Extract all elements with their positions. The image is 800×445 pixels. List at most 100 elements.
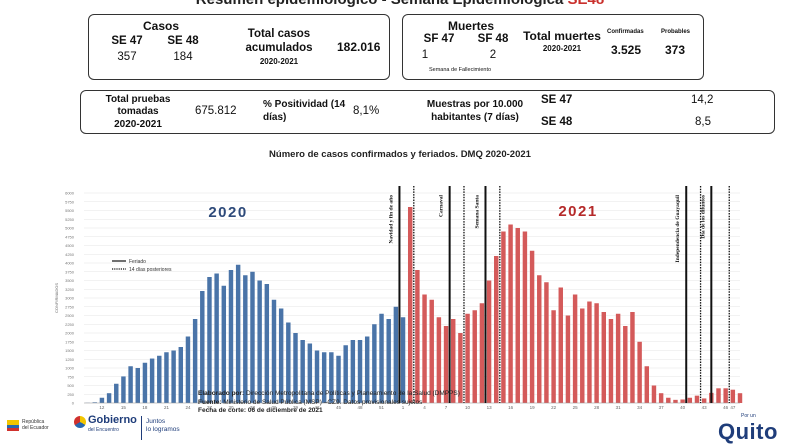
deaths-total-period: 2020-2021 <box>542 44 582 53</box>
x-tick-label: 42 <box>314 405 320 410</box>
bar <box>243 275 248 403</box>
x-tick-label: 27 <box>207 405 213 410</box>
x-tick-label: 28 <box>594 405 600 410</box>
samples-label: Muestras por 10.000 habitantes (7 días) <box>426 99 524 123</box>
bar <box>680 399 685 403</box>
bar <box>458 333 463 403</box>
gobierno-slogan: Juntos lo logramos <box>146 418 180 434</box>
cases-week-label: SE 48 <box>167 35 199 47</box>
samples-week-value: 8,5 <box>695 116 711 128</box>
bar <box>529 250 535 403</box>
bar <box>558 287 563 403</box>
bar <box>314 350 320 403</box>
tests-total-value: 675.812 <box>195 105 237 117</box>
bar <box>436 317 442 403</box>
gobierno-slogan-line2: lo logramos <box>146 426 180 433</box>
cases-week-label: SE 47 <box>111 35 143 47</box>
ecuador-line1: República <box>22 419 45 425</box>
y-tick-label: 250 <box>67 392 74 397</box>
bar <box>200 291 205 403</box>
y-tick-label: 1750 <box>65 339 75 344</box>
y-tick-label: 5500 <box>65 208 75 213</box>
bar <box>494 256 499 403</box>
x-tick-label: 12 <box>99 405 105 410</box>
deaths-card: Muertes SF 47 1 SF 48 2 Semana de Fallec… <box>402 14 704 80</box>
bar <box>601 312 607 403</box>
bar <box>400 317 406 403</box>
bar <box>608 319 614 403</box>
holiday-label: Día de los difuntos <box>700 195 706 239</box>
bar <box>192 319 198 403</box>
deaths-total-label: Total muertes <box>523 29 601 43</box>
bar <box>149 358 155 403</box>
bar <box>651 385 657 403</box>
bar <box>99 397 105 403</box>
y-tick-label: 5750 <box>65 199 75 204</box>
year-label-2021: 2021 <box>558 203 597 220</box>
footer-fuente-label: Fuente: <box>198 398 222 406</box>
y-tick-label: 1500 <box>65 348 75 353</box>
gobierno-emblem-icon <box>74 416 86 428</box>
bar <box>637 341 642 403</box>
footer-fecha: 06 de diciembre de 2021 <box>247 407 323 414</box>
bar <box>185 336 191 403</box>
deaths-week-label: SF 48 <box>477 33 509 45</box>
bar <box>716 388 721 403</box>
bar <box>271 299 277 403</box>
bar <box>407 207 413 403</box>
gobierno-divider <box>141 416 142 440</box>
x-tick-label: 43 <box>702 405 708 410</box>
bar <box>644 366 650 403</box>
y-tick-label: 750 <box>67 374 74 379</box>
page-title-text: Resumen epidemiológico - Semana Epidemio… <box>196 0 564 8</box>
bar <box>257 280 262 403</box>
bar <box>537 275 542 403</box>
y-tick-label: 500 <box>67 383 74 388</box>
bar <box>114 383 119 403</box>
bar <box>658 393 664 403</box>
bar <box>465 313 470 403</box>
bar <box>106 393 112 403</box>
bar <box>630 312 635 403</box>
y-tick-label: 4000 <box>65 261 75 266</box>
x-tick-label: 34 <box>637 405 643 410</box>
x-tick-label: 31 <box>616 405 622 410</box>
x-tick-label: 37 <box>659 405 665 410</box>
bar <box>443 326 449 403</box>
bar <box>544 282 549 403</box>
gobierno-name: Gobierno <box>88 414 137 426</box>
cases-total-period: 2020-2021 <box>259 57 299 66</box>
y-tick-label: 2500 <box>65 313 75 318</box>
bar <box>673 399 678 403</box>
positivity-value: 8,1% <box>353 105 380 117</box>
quito-pre: Por un <box>741 413 756 419</box>
bar <box>307 343 313 403</box>
deaths-week-label: SF 47 <box>423 33 455 45</box>
gobierno-slogan-line1: Juntos <box>146 418 166 425</box>
x-tick-label: 30 <box>228 405 234 410</box>
x-tick-label: 48 <box>358 405 364 410</box>
bar <box>701 398 707 403</box>
bar <box>121 376 126 403</box>
footer-source: Elaborado por: Dirección Metropolitana d… <box>198 390 460 416</box>
positivity-label: % Positividad (14 días) <box>263 99 346 123</box>
year-label-2020: 2020 <box>208 204 247 221</box>
bar <box>343 345 348 403</box>
bar <box>300 340 305 403</box>
quito-logo: Quito <box>718 419 778 444</box>
bar <box>737 393 743 403</box>
bar <box>171 350 176 403</box>
bar <box>228 270 234 403</box>
y-tick-label: 3250 <box>65 287 75 292</box>
bar <box>429 299 434 403</box>
x-tick-label: 40 <box>680 405 686 410</box>
x-tick-label: 21 <box>164 405 170 410</box>
bar <box>522 231 528 403</box>
bar <box>286 322 291 403</box>
bar <box>264 284 270 403</box>
tests-card: Total pruebas tomadas 2020-2021 675.812 … <box>80 90 775 134</box>
footer-elaborado-label: Elaborado por: <box>198 390 245 397</box>
y-tick-label: 3500 <box>65 278 75 283</box>
y-tick-label: 1000 <box>65 366 75 371</box>
